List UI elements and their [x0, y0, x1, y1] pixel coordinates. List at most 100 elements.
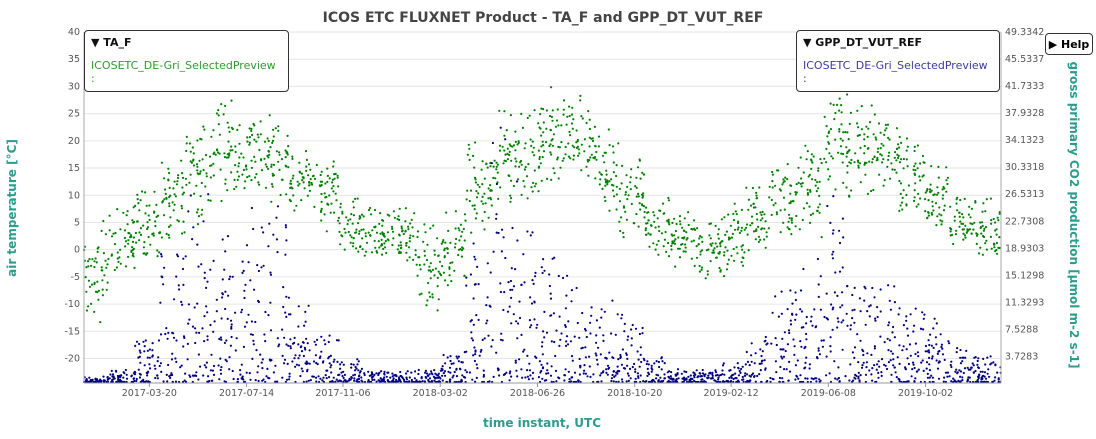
ta-point: [429, 227, 432, 230]
gpp-point: [962, 371, 965, 375]
gpp-point: [424, 369, 427, 372]
gpp-point: [874, 319, 877, 322]
ta-point: [93, 310, 96, 313]
gpp-point: [157, 339, 161, 342]
gpp-point: [485, 322, 488, 325]
gpp-point: [230, 335, 233, 339]
ta-point: [300, 199, 303, 202]
gpp-point: [371, 378, 374, 381]
ta-point: [863, 144, 866, 148]
ta-point: [307, 163, 311, 166]
ta-point: [817, 187, 820, 190]
gpp-point: [529, 326, 532, 329]
gpp-point: [851, 317, 854, 320]
ta-point: [740, 208, 744, 211]
ta-point: [286, 134, 289, 137]
ta-point: [463, 274, 466, 277]
y-right-tick-label: 26.5313: [1005, 189, 1044, 200]
gpp-point: [239, 369, 242, 372]
legend-ta-item[interactable]: ICOSETC_DE-Gri_SelectedPreview :: [91, 59, 276, 85]
gpp-point: [610, 379, 613, 383]
ta-point: [771, 170, 774, 174]
ta-point: [332, 211, 336, 214]
gpp-point: [764, 367, 767, 370]
ta-point: [847, 138, 850, 141]
legend-gpp-item[interactable]: ICOSETC_DE-Gri_SelectedPreview :: [803, 59, 988, 85]
ta-point: [96, 250, 99, 253]
ta-point: [407, 225, 410, 228]
ta-point: [301, 179, 304, 182]
gpp-point: [205, 305, 208, 308]
gpp-point: [873, 364, 876, 367]
ta-point: [888, 177, 892, 180]
ta-point: [392, 237, 395, 240]
ta-point: [604, 178, 607, 181]
ta-point: [881, 161, 884, 164]
ta-point: [162, 214, 166, 217]
ta-point: [545, 109, 549, 112]
gpp-point: [303, 346, 306, 349]
gpp-point: [948, 342, 951, 345]
ta-point: [755, 229, 758, 232]
ta-point: [130, 235, 133, 238]
help-button[interactable]: ▶ Help: [1045, 33, 1093, 55]
ta-point: [480, 168, 483, 171]
ta-point: [568, 105, 571, 108]
ta-point: [188, 181, 191, 184]
ta-point: [936, 186, 939, 189]
ta-point: [970, 232, 973, 235]
ta-point: [833, 118, 836, 121]
gpp-point: [557, 274, 560, 278]
ta-point: [735, 213, 738, 216]
ta-point: [330, 202, 333, 205]
gpp-point: [566, 274, 569, 277]
ta-point: [139, 199, 142, 202]
gpp-point: [161, 276, 164, 279]
ta-point: [453, 269, 456, 272]
gpp-point: [455, 367, 458, 370]
ta-point: [380, 253, 384, 256]
legend-ta[interactable]: ▼ TA_F ICOSETC_DE-Gri_SelectedPreview :: [84, 30, 289, 92]
gpp-point: [276, 380, 279, 383]
ta-point: [337, 185, 340, 188]
gpp-point: [350, 363, 353, 366]
gpp-point: [865, 366, 868, 369]
gpp-point: [506, 310, 510, 313]
gpp-point: [639, 374, 642, 377]
gpp-point: [842, 236, 845, 239]
ta-point: [557, 124, 560, 127]
y-right-tick-label: 15.1298: [1005, 270, 1044, 281]
ta-point: [962, 216, 965, 219]
ta-point: [936, 215, 939, 218]
gpp-point: [892, 325, 895, 329]
gpp-point: [461, 374, 464, 377]
gpp-point: [531, 279, 534, 282]
gpp-point: [578, 336, 581, 339]
ta-point: [337, 219, 340, 222]
ta-point: [143, 241, 146, 244]
gpp-point: [940, 345, 943, 349]
gpp-point: [976, 359, 979, 363]
gpp-point: [410, 371, 413, 374]
x-tick-label: 2017-03-20: [122, 388, 177, 399]
gpp-point: [474, 350, 477, 353]
ta-point: [771, 186, 774, 189]
gpp-point: [156, 377, 159, 380]
ta-point: [787, 220, 790, 223]
ta-point: [649, 224, 653, 227]
legend-gpp[interactable]: ▼ GPP_DT_VUT_REF ICOSETC_DE-Gri_Selected…: [796, 30, 1000, 92]
ta-point: [339, 202, 342, 205]
ta-point: [407, 228, 410, 231]
ta-point: [964, 224, 967, 227]
ta-point: [84, 276, 87, 279]
ta-point: [801, 218, 804, 222]
ta-point: [961, 228, 964, 231]
gpp-point: [262, 231, 265, 234]
ta-point: [556, 156, 560, 159]
gpp-point: [159, 362, 162, 365]
ta-point: [841, 139, 844, 142]
gpp-point: [449, 371, 452, 374]
ta-point: [424, 231, 427, 234]
gpp-point: [228, 368, 231, 371]
